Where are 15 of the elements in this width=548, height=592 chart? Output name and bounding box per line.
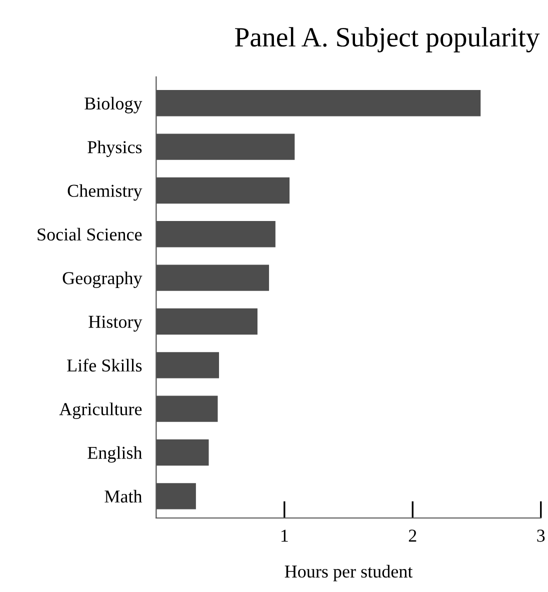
y-tick-label: History — [88, 316, 142, 332]
x-tick-label: 3 — [537, 530, 545, 542]
y-tick-label: Math — [104, 490, 142, 503]
y-tick-label: Chemistry — [68, 184, 142, 201]
y-tick-label: Biology — [84, 96, 142, 114]
chart-title: Panel A. Subject popularity — [235, 27, 540, 52]
y-tick-label: Social Science — [38, 228, 142, 241]
y-tick-label: Physics — [88, 140, 142, 157]
y-tick-label: Geography — [62, 272, 142, 288]
y-tick-label: Life Skills — [67, 358, 142, 372]
y-tick-label: English — [88, 446, 142, 463]
x-axis-title: Hours per student — [284, 564, 413, 582]
x-tick-label: 1 — [281, 530, 288, 542]
x-tick-label: 2 — [408, 530, 416, 542]
y-tick-label: Agriculture — [59, 402, 142, 419]
